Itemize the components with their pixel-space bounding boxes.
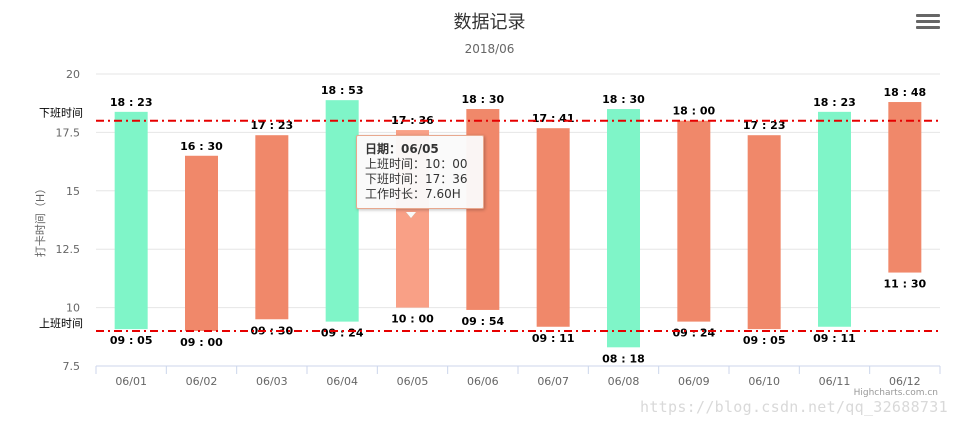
data-label-end: 18 : 30: [461, 93, 504, 106]
data-label-end: 18 : 00: [672, 105, 715, 118]
tooltip-line-start: 上班时间：10：00: [365, 157, 468, 171]
data-label-end: 18 : 30: [602, 93, 645, 106]
data-label-start: 09 : 11: [813, 332, 856, 345]
plot-line-label: 下班时间: [39, 107, 83, 120]
bar: [607, 109, 640, 348]
x-tick-label: 06/04: [326, 375, 358, 388]
x-tick-label: 06/02: [186, 375, 218, 388]
credits-link[interactable]: Highcharts.com.cn: [853, 388, 938, 398]
x-tick-label: 06/12: [889, 375, 921, 388]
data-label-start: 09 : 54: [461, 315, 504, 328]
bar: [255, 135, 289, 320]
data-label-start: 09 : 05: [743, 334, 786, 347]
x-tick-label: 06/11: [819, 375, 851, 388]
x-tick-label: 06/05: [397, 375, 429, 388]
y-tick-label: 20: [66, 68, 80, 81]
data-label-end: 16 : 30: [180, 140, 223, 153]
watermark: https://blog.csdn.net/qq_32688731: [640, 398, 948, 416]
bar: [536, 128, 570, 327]
y-axis-title: 打卡时间（H）: [33, 183, 47, 257]
x-tick-label: 06/09: [678, 375, 710, 388]
data-label-start: 08 : 18: [602, 352, 645, 365]
y-tick-label: 15: [66, 185, 80, 198]
bar: [677, 120, 711, 322]
bar: [325, 100, 359, 322]
bar: [114, 111, 148, 330]
data-label-end: 18 : 53: [321, 84, 364, 97]
data-label-end: 18 : 48: [883, 86, 926, 99]
tooltip-line-end: 下班时间：17：36: [365, 172, 468, 186]
x-tick-label: 06/10: [748, 375, 780, 388]
y-tick-label: 17.5: [56, 126, 81, 139]
tooltip-header: 日期：06/05: [365, 142, 439, 156]
data-label-end: 18 : 23: [110, 96, 153, 109]
data-label-start: 09 : 11: [532, 332, 575, 345]
data-label-end: 17 : 36: [391, 114, 434, 127]
bar: [185, 155, 218, 331]
tooltip: 日期：06/05 上班时间：10：00 下班时间：17：36 工作时长：7.60…: [356, 135, 484, 209]
data-label-start: 09 : 24: [672, 327, 715, 340]
data-label-end: 17 : 23: [743, 119, 786, 132]
bar: [888, 102, 922, 273]
hamburger-menu-icon[interactable]: [916, 14, 940, 34]
chart-title: 数据记录: [453, 12, 526, 33]
x-tick-label: 06/03: [256, 375, 288, 388]
data-label-end: 18 : 23: [813, 96, 856, 109]
bar: [818, 111, 851, 327]
tooltip-line-duration: 工作时长：7.60H: [365, 187, 461, 201]
data-label-start: 09 : 24: [321, 327, 364, 340]
y-tick-label: 12.5: [56, 243, 81, 256]
data-label-start: 09 : 00: [180, 336, 223, 349]
x-tick-label: 06/01: [115, 375, 147, 388]
x-tick-label: 06/08: [608, 375, 640, 388]
data-label-end: 17 : 41: [532, 112, 575, 125]
tooltip-caret-inner: [406, 212, 416, 218]
data-label-start: 10 : 00: [391, 313, 434, 326]
y-tick-label: 10: [66, 302, 80, 315]
chart-subtitle: 2018/06: [464, 42, 515, 56]
data-label-end: 17 : 23: [250, 119, 293, 132]
data-label-start: 11 : 30: [883, 278, 926, 291]
x-tick-label: 06/07: [537, 375, 569, 388]
x-tick-label: 06/06: [467, 375, 499, 388]
plot-line-label: 上班时间: [39, 317, 83, 330]
y-tick-label: 7.5: [63, 360, 81, 373]
data-label-start: 09 : 05: [110, 334, 153, 347]
bar: [747, 135, 781, 330]
